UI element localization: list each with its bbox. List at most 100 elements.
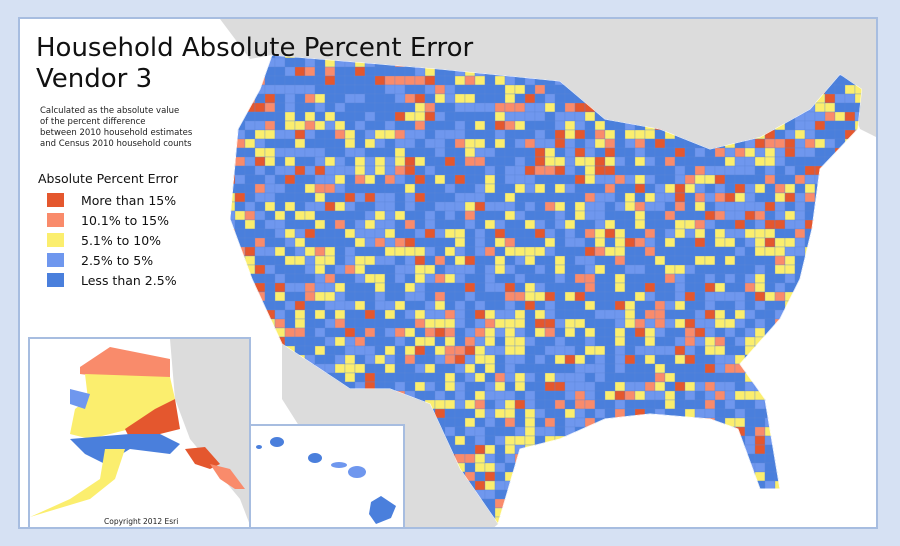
county xyxy=(654,138,666,149)
county xyxy=(444,354,456,365)
county xyxy=(564,93,576,104)
county xyxy=(754,453,766,464)
county xyxy=(694,381,706,392)
county xyxy=(514,417,526,428)
county xyxy=(544,426,556,437)
county xyxy=(404,255,416,266)
county xyxy=(244,138,256,149)
county xyxy=(424,318,436,329)
county xyxy=(544,210,556,221)
county xyxy=(784,210,796,221)
county xyxy=(354,273,366,284)
county xyxy=(784,273,796,284)
county xyxy=(774,489,786,500)
county xyxy=(854,516,862,524)
county xyxy=(774,453,786,464)
county xyxy=(354,192,366,203)
county xyxy=(464,300,476,311)
county xyxy=(534,345,546,356)
county xyxy=(374,210,386,221)
county xyxy=(324,183,336,194)
county xyxy=(774,174,786,185)
county xyxy=(594,381,606,392)
county xyxy=(384,327,396,338)
county xyxy=(834,264,846,275)
county xyxy=(464,381,476,392)
county xyxy=(784,183,796,194)
county xyxy=(714,273,726,284)
county xyxy=(664,345,676,356)
county xyxy=(834,516,846,524)
county xyxy=(774,516,786,524)
county xyxy=(654,408,666,419)
county xyxy=(534,381,546,392)
county xyxy=(834,273,846,284)
county xyxy=(575,526,585,529)
county xyxy=(764,363,776,374)
county xyxy=(564,444,576,455)
county xyxy=(865,193,875,202)
county xyxy=(614,399,626,410)
county xyxy=(584,111,596,122)
county xyxy=(374,273,386,284)
county xyxy=(764,138,776,149)
county xyxy=(474,426,486,437)
county xyxy=(514,192,526,203)
county xyxy=(734,264,746,275)
county xyxy=(544,102,556,113)
county xyxy=(694,183,706,194)
county xyxy=(284,228,296,239)
county xyxy=(494,255,506,266)
county xyxy=(804,417,816,428)
county xyxy=(564,354,576,365)
county xyxy=(724,480,736,491)
county xyxy=(784,498,796,509)
county xyxy=(804,309,816,320)
county xyxy=(504,291,516,302)
county xyxy=(634,156,646,167)
county xyxy=(504,363,516,374)
county xyxy=(344,210,356,221)
county xyxy=(744,264,756,275)
county xyxy=(344,264,356,275)
county xyxy=(584,462,596,473)
county xyxy=(584,165,596,176)
county xyxy=(854,318,862,329)
county xyxy=(534,156,546,167)
county xyxy=(644,354,656,365)
county xyxy=(794,210,806,221)
county xyxy=(284,264,296,275)
county xyxy=(614,246,626,257)
county xyxy=(474,471,486,482)
county xyxy=(424,300,436,311)
county xyxy=(754,327,766,338)
county xyxy=(464,372,476,383)
county xyxy=(594,120,606,131)
county xyxy=(615,526,625,529)
county xyxy=(774,498,786,509)
county xyxy=(804,327,816,338)
county xyxy=(544,264,556,275)
choropleth-map[interactable] xyxy=(20,19,878,529)
county xyxy=(264,336,276,347)
county xyxy=(634,201,646,212)
county xyxy=(544,309,556,320)
county xyxy=(484,408,496,419)
county xyxy=(364,291,376,302)
county xyxy=(824,381,836,392)
county xyxy=(584,480,596,491)
county xyxy=(534,291,546,302)
county xyxy=(284,120,296,131)
county xyxy=(334,120,346,131)
county xyxy=(594,363,606,374)
county xyxy=(554,165,566,176)
county xyxy=(454,138,466,149)
county xyxy=(734,399,746,410)
county xyxy=(434,282,446,293)
county xyxy=(834,480,846,491)
county xyxy=(674,273,686,284)
county xyxy=(694,327,706,338)
county xyxy=(664,165,676,176)
county xyxy=(674,399,686,410)
county xyxy=(594,273,606,284)
